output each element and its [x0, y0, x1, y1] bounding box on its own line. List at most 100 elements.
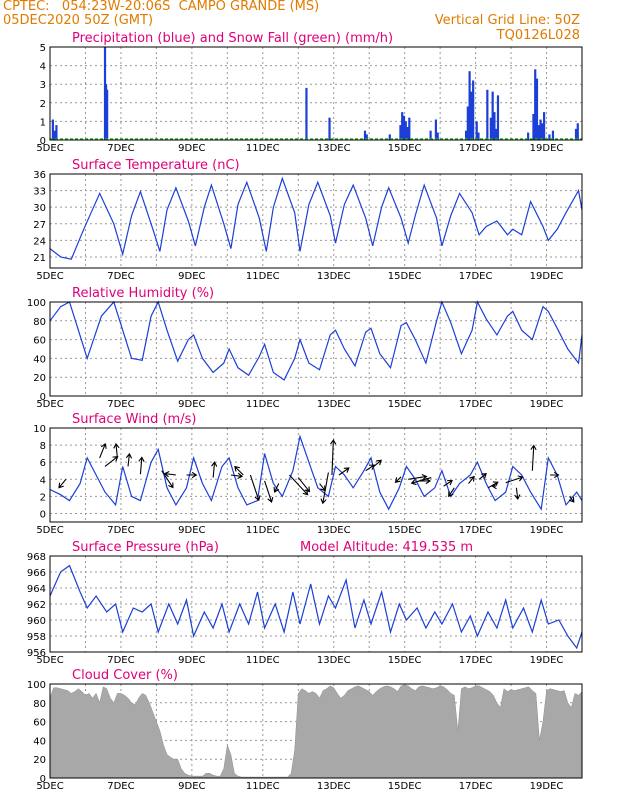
panel-precipitation-y-tick: 1	[40, 117, 46, 128]
panel-temperature-x-tick: 13DEC	[317, 271, 351, 282]
panel-temperature-line	[49, 176, 583, 260]
panel-wind-x-tick: 13DEC	[317, 525, 351, 536]
panel-pressure-y-tick: 964	[27, 584, 46, 595]
panel-precipitation-bar	[470, 91, 473, 140]
panel-wind-wind-vector	[297, 477, 311, 493]
panel-pressure-y-tick: 968	[27, 552, 46, 563]
panel-wind-wind-vector	[186, 471, 198, 479]
panel-precipitation-title: Precipitation (blue) and Snow Fall (gree…	[72, 31, 393, 46]
panel-precipitation-x-tick: 11DEC	[246, 143, 280, 154]
panel-temperature-y-tick: 33	[33, 187, 46, 198]
panel-temperature-frame	[49, 173, 583, 269]
panel-precipitation-bar	[576, 123, 579, 140]
panel-temperature-x-tick: 17DEC	[459, 271, 493, 282]
panel-humidity-y-tick: 0	[40, 392, 46, 403]
panel-cloud-cover-y-tick: 60	[33, 718, 46, 729]
panel-wind-wind-vector	[320, 472, 329, 505]
panel-humidity-frame	[49, 301, 583, 397]
panel-wind-y-tick: 6	[40, 458, 46, 469]
panel-precipitation-bar	[466, 106, 469, 140]
panel-cloud-cover-y-tick: 40	[33, 736, 46, 747]
panel-humidity-y-tick: 60	[33, 336, 46, 347]
panel-wind-wind-vector	[410, 477, 432, 486]
panel-precipitation-x-tick: 7DEC	[107, 143, 134, 154]
panel-precipitation-y-tick: 0	[40, 136, 46, 147]
panel-precipitation-x-tick: 19DEC	[530, 143, 564, 154]
panel-humidity-y-tick: 40	[33, 354, 46, 365]
panel-wind-wind-vector	[288, 474, 309, 496]
panel-cloud-cover-frame	[49, 683, 583, 779]
panel-wind-y-tick: 4	[40, 475, 46, 486]
panel-cloud-cover-x-tick: 11DEC	[246, 781, 280, 792]
grid-note: Vertical Grid Line: 50Z	[434, 13, 580, 28]
panel-precipitation-bar	[535, 78, 539, 140]
panel-humidity-y-tick: 100	[27, 298, 46, 309]
panel-precipitation-bar	[534, 69, 537, 140]
panel-wind-wind-vector	[125, 452, 133, 467]
station-line: CPTEC: 054:23W-20:06S CAMPO GRANDE (MS)	[3, 0, 320, 14]
panel-precipitation-bar	[539, 119, 542, 140]
panel-cloud-cover-x-tick: 9DEC	[178, 781, 205, 792]
panel-wind-x-tick: 11DEC	[246, 525, 280, 536]
panel-cloud-cover-x-tick: 17DEC	[459, 781, 493, 792]
panel-temperature-x-tick: 7DEC	[107, 271, 134, 282]
panel-temperature-x-tick: 15DEC	[388, 271, 422, 282]
panel-temperature-y-tick: 30	[33, 203, 46, 214]
panel-precipitation-bar	[404, 121, 407, 140]
panel-precipitation-x-tick: 15DEC	[388, 143, 422, 154]
panel-humidity-x-tick: 7DEC	[107, 399, 134, 410]
panel-pressure-y-tick: 956	[27, 648, 46, 659]
panel-wind-x-tick: 15DEC	[388, 525, 422, 536]
panel-wind-wind-vector	[249, 474, 261, 502]
panel-temperature-x-tick: 9DEC	[178, 271, 205, 282]
panel-pressure-x-tick: 9DEC	[178, 655, 205, 666]
panel-precipitation-bar	[527, 132, 530, 140]
panel-pressure-x-tick: 13DEC	[317, 655, 351, 666]
panel-wind-wind-vector	[330, 438, 337, 476]
panel-cloud-cover-x-tick: 13DEC	[317, 781, 351, 792]
panel-wind-wind-vector	[273, 483, 280, 493]
panel-precipitation-bar	[402, 115, 406, 140]
panel-precipitation-bar	[388, 134, 391, 140]
panel-wind-x-tick: 5DEC	[36, 525, 63, 536]
panel-precipitation-bar	[328, 117, 331, 140]
panel-wind-y-tick: 0	[40, 509, 46, 520]
panel-precipitation-bar	[106, 89, 109, 140]
panel-wind-wind-vector	[230, 472, 244, 480]
panel-precipitation-bar	[493, 112, 496, 140]
panel-wind-x-tick: 19DEC	[530, 525, 564, 536]
panel-wind-x-tick: 7DEC	[107, 525, 134, 536]
panel-precipitation-bar	[408, 117, 411, 140]
panel-temperature-y-tick: 21	[33, 253, 46, 264]
panel-precipitation-bar	[542, 112, 546, 140]
panel-precipitation-bar	[532, 113, 535, 140]
panel-humidity-y-tick: 80	[33, 317, 46, 328]
panel-precipitation-bar	[541, 123, 544, 140]
panel-precipitation-bar	[491, 91, 494, 140]
panel-precipitation-bar	[436, 132, 439, 140]
panel-precipitation-x-tick: 9DEC	[178, 143, 205, 154]
panel-cloud-cover-x-tick: 19DEC	[530, 781, 564, 792]
panel-temperature-y-tick: 27	[33, 220, 46, 231]
panel-wind-wind-vector	[478, 473, 487, 480]
panel-cloud-cover-area	[49, 684, 583, 779]
panel-humidity-x-tick: 5DEC	[36, 399, 63, 410]
panel-humidity-line	[49, 300, 583, 381]
panel-pressure-x-tick: 19DEC	[530, 655, 564, 666]
panel-pressure-x-tick: 7DEC	[107, 655, 134, 666]
run-code: TQ0126L028	[496, 28, 580, 43]
panel-wind-y-tick: 8	[40, 441, 46, 452]
panel-wind-wind-vector	[338, 467, 350, 476]
panel-temperature-y-tick: 36	[33, 170, 46, 181]
panel-precipitation-bar	[574, 128, 578, 140]
panel-precipitation-y-tick: 4	[40, 62, 46, 73]
panel-wind-wind-vector	[138, 456, 145, 475]
panel-precipitation-bar	[51, 119, 54, 140]
panel-wind-frame	[49, 427, 583, 523]
panel-humidity-x-tick: 11DEC	[246, 399, 280, 410]
panel-precipitation-bar	[55, 125, 58, 140]
panel-precipitation-bar	[551, 130, 555, 140]
panel-cloud-cover-x-tick: 15DEC	[388, 781, 422, 792]
panel-wind-wind-vector	[113, 442, 120, 458]
